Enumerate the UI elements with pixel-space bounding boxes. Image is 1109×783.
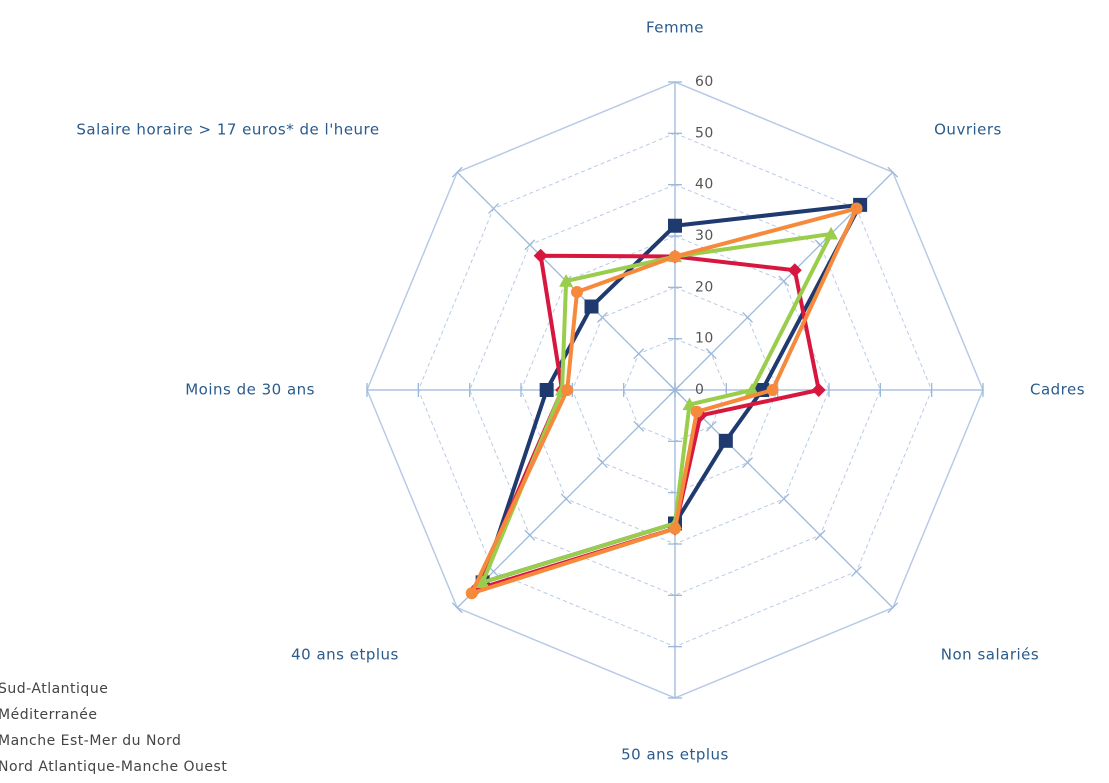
axis-label: Femme: [646, 19, 704, 37]
tick-mark: [451, 166, 463, 178]
tick-label: 30: [695, 228, 714, 244]
tick-label: 10: [695, 331, 714, 347]
marker: [787, 263, 802, 278]
marker: [690, 405, 703, 418]
marker: [824, 226, 839, 240]
marker: [745, 383, 759, 396]
marker: [539, 383, 554, 397]
marker: [570, 285, 583, 298]
legend-label: Méditerranée: [0, 707, 98, 723]
tick-mark: [778, 493, 790, 505]
tick-mark: [524, 529, 536, 541]
marker: [766, 384, 779, 396]
tick-mark: [705, 348, 717, 360]
axis-label: Ouvriers: [934, 121, 1002, 139]
marker: [475, 575, 490, 588]
marker: [584, 299, 599, 314]
legend-label: Sud-Atlantique: [0, 681, 108, 697]
marker: [811, 383, 826, 397]
axis-label: Salaire horaire > 17 euros* de l'heure: [76, 121, 379, 139]
marker: [668, 218, 682, 233]
tick-mark: [887, 166, 899, 178]
axis-label: Cadres: [1030, 381, 1085, 399]
marker: [559, 274, 574, 287]
tick-mark: [488, 203, 499, 214]
tick-label: 40: [695, 177, 714, 193]
marker: [561, 384, 574, 396]
marker: [718, 433, 733, 448]
tick-mark: [742, 457, 754, 469]
marker: [669, 522, 681, 535]
tick-label: 50: [695, 125, 714, 141]
tick-mark: [560, 493, 572, 505]
tick-mark: [633, 420, 645, 432]
legend-label: Nord Atlantique-Manche Ouest: [0, 759, 227, 775]
tick-mark: [851, 566, 862, 577]
tick-mark: [633, 348, 645, 360]
tick-label: 20: [695, 279, 714, 295]
tick-mark: [742, 311, 754, 323]
marker: [669, 250, 681, 263]
tick-mark: [524, 239, 536, 251]
tick-mark: [814, 529, 826, 541]
tick-mark: [596, 311, 608, 323]
tick-mark: [451, 602, 463, 614]
legend-label: Manche Est-Mer du Nord: [0, 733, 181, 749]
marker: [533, 248, 548, 263]
axis-label: Non salariés: [941, 646, 1039, 664]
tick-mark: [596, 457, 608, 469]
tick-mark: [778, 275, 790, 287]
tick-mark: [705, 420, 717, 432]
tick-mark: [887, 602, 899, 614]
tick-label: 60: [695, 74, 714, 90]
axis-label: 50 ans etplus: [621, 746, 729, 764]
axis-label: Moins de 30 ans: [185, 381, 315, 399]
marker: [850, 202, 863, 215]
marker: [682, 397, 697, 411]
tick-label: 0: [695, 382, 704, 398]
axis-label: 40 ans etplus: [291, 646, 399, 664]
tick-mark: [669, 384, 681, 396]
marker: [465, 587, 478, 600]
